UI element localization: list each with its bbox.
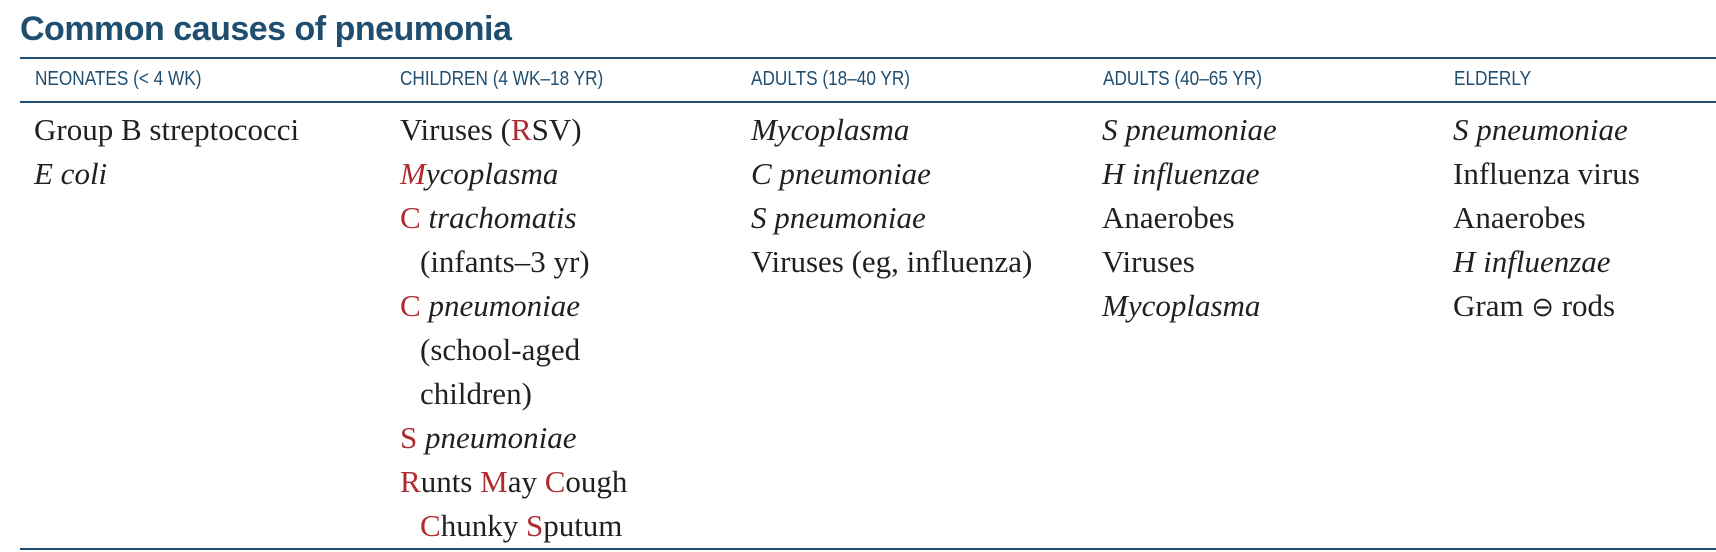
- mnemonic-line: Runts May Cough: [400, 464, 628, 499]
- mnemonic-letter: C: [400, 200, 421, 235]
- mnemonic-letter: S: [400, 420, 418, 455]
- header-adults-18-40: ADULTS (18–40 YR): [751, 68, 911, 90]
- column-adults-18-40: Mycoplasma C pneumoniae S pneumoniae Vir…: [751, 108, 1032, 284]
- list-item: Anaerobes: [1102, 200, 1235, 235]
- negative-sign-icon: ⊖: [1531, 292, 1554, 323]
- list-item: C pneumoniae: [751, 156, 931, 191]
- list-item: H influenzae: [1453, 244, 1611, 279]
- mnemonic-letter: M: [400, 156, 426, 191]
- column-elderly: S pneumoniae Influenza virus Anaerobes H…: [1453, 108, 1640, 328]
- column-children: Viruses (RSV) Mycoplasma C trachomatis (…: [400, 108, 627, 548]
- list-item: S pneumoniae: [400, 420, 577, 455]
- list-item: Mycoplasma: [751, 112, 910, 147]
- header-adults-40-65: ADULTS (40–65 YR): [1103, 68, 1263, 90]
- list-item: C trachomatis: [400, 200, 577, 235]
- header-elderly: ELDERLY: [1454, 68, 1532, 90]
- list-item: Mycoplasma: [400, 156, 559, 191]
- list-item: Viruses: [1102, 244, 1195, 279]
- list-item: E coli: [34, 156, 108, 191]
- list-item-note: (school-aged: [420, 332, 581, 367]
- list-item: S pneumoniae: [751, 200, 926, 235]
- list-item-note: (infants–3 yr): [420, 244, 590, 279]
- list-item: C pneumoniae: [400, 288, 580, 323]
- list-item: Group B streptococci: [34, 112, 300, 147]
- list-item: Gram ⊖ rods: [1453, 288, 1616, 323]
- list-item: Viruses (RSV): [400, 112, 582, 147]
- list-item: H influenzae: [1102, 156, 1260, 191]
- list-item: Viruses (eg, influenza): [751, 244, 1033, 279]
- mnemonic-letter: R: [510, 112, 532, 147]
- table-title: Common causes of pneumonia: [20, 10, 512, 48]
- list-item: Anaerobes: [1453, 200, 1586, 235]
- header-rule: [20, 101, 1716, 103]
- mnemonic-line: Chunky Sputum: [420, 508, 623, 543]
- list-item: Influenza virus: [1453, 156, 1640, 191]
- bottom-rule: [20, 548, 1716, 550]
- column-adults-40-65: S pneumoniae H influenzae Anaerobes Viru…: [1102, 108, 1277, 328]
- list-item: S pneumoniae: [1453, 112, 1628, 147]
- list-item: S pneumoniae: [1102, 112, 1277, 147]
- header-neonates: NEONATES (< 4 WK): [35, 68, 202, 90]
- mnemonic-letter: C: [400, 288, 421, 323]
- list-item-note: children): [420, 376, 532, 411]
- header-children: CHILDREN (4 WK–18 YR): [400, 68, 604, 90]
- column-neonates: Group B streptococci E coli: [34, 108, 299, 196]
- list-item: Mycoplasma: [1102, 288, 1261, 323]
- top-rule: [20, 57, 1716, 59]
